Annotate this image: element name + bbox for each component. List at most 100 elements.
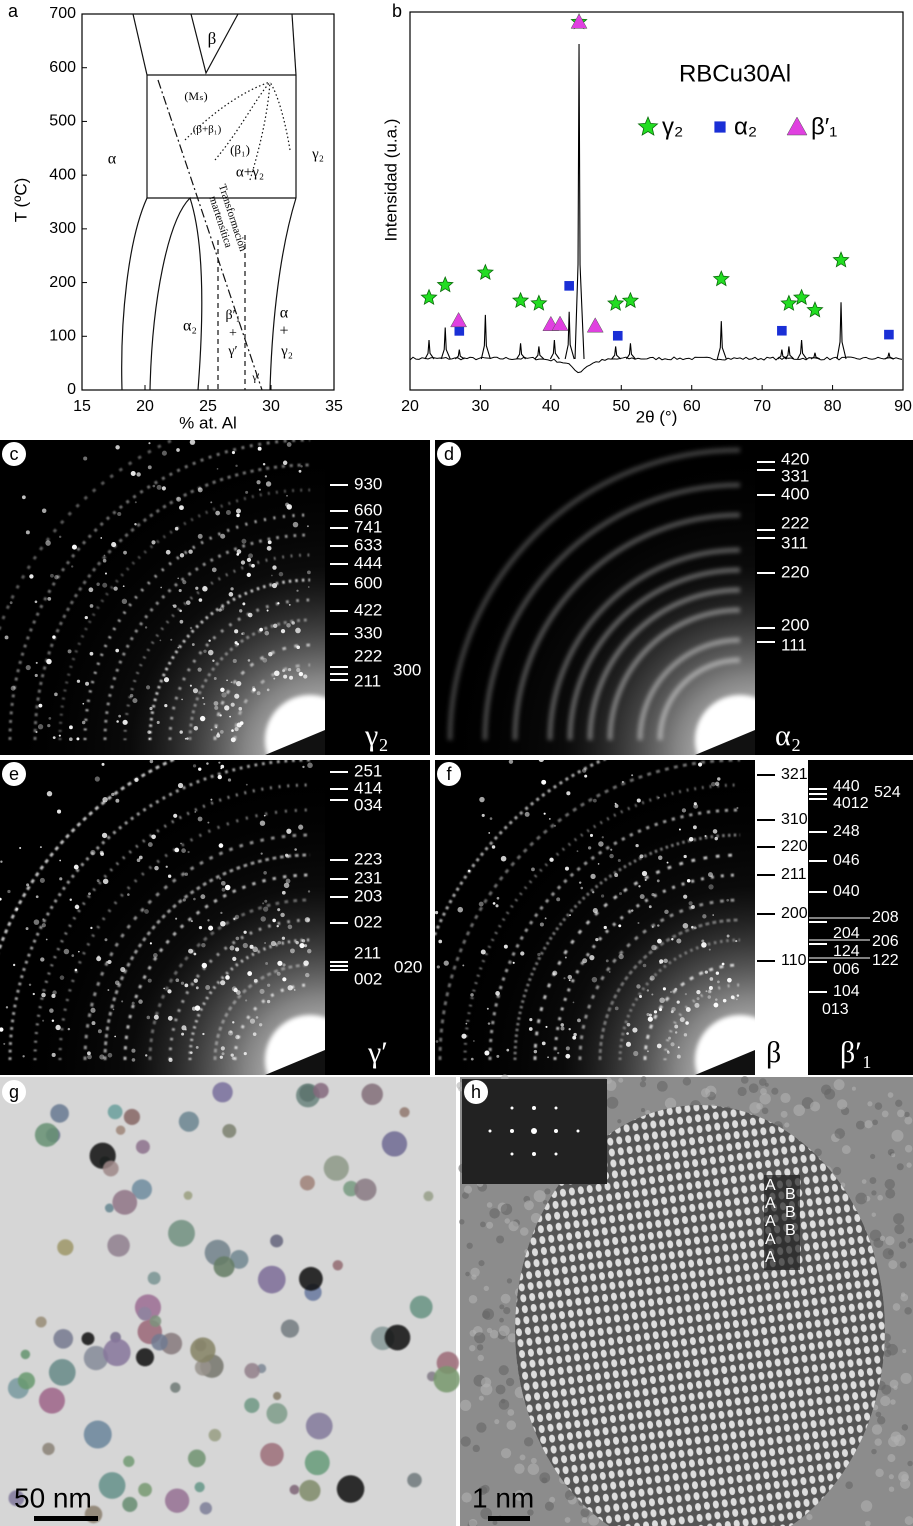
panel-label-bg (2, 1080, 26, 1104)
spot (298, 469, 302, 473)
noise (893, 1385, 898, 1390)
noise (867, 1101, 873, 1107)
precipitate (164, 1488, 190, 1513)
noise (469, 1344, 476, 1352)
spot (45, 938, 48, 941)
spot (97, 1029, 102, 1034)
spot (190, 920, 193, 923)
spot (220, 533, 226, 539)
spot (568, 1027, 571, 1031)
spot (692, 825, 697, 830)
spot (85, 681, 90, 686)
spot (231, 397, 233, 399)
scale-label: 1 nm (472, 1482, 534, 1513)
spot (173, 813, 178, 818)
precipitate (115, 1125, 126, 1135)
spot (25, 927, 29, 931)
index-label: 204 (833, 925, 860, 942)
spot (481, 813, 485, 817)
spot (524, 811, 530, 817)
spot (736, 806, 739, 809)
noise (507, 1409, 515, 1416)
noise (760, 1088, 767, 1095)
x-tick-label: 90 (894, 398, 912, 415)
spot (303, 960, 309, 966)
spot (233, 917, 236, 920)
spot (218, 761, 221, 764)
x-tick-label: 30 (472, 398, 490, 415)
spot (46, 791, 53, 797)
spot (704, 835, 707, 838)
spot (159, 397, 164, 402)
spot (131, 1058, 136, 1062)
noise (814, 1148, 822, 1157)
spot (197, 487, 203, 493)
spot (263, 906, 269, 912)
spot (670, 991, 672, 993)
diffraction-peak (884, 352, 895, 360)
spot (273, 677, 276, 680)
spot (603, 925, 607, 930)
spot (217, 732, 220, 735)
noise (758, 1078, 767, 1086)
diffraction-peak (454, 349, 465, 360)
spot (102, 878, 109, 885)
spot (648, 1013, 653, 1017)
diffraction-peak (534, 346, 545, 360)
spot (151, 540, 156, 545)
precipitate (151, 1333, 168, 1351)
spot (298, 412, 302, 416)
precipitate (168, 1219, 195, 1247)
x-tick-label: 80 (824, 398, 842, 415)
spot (539, 922, 544, 927)
spot (22, 1055, 25, 1058)
spot (211, 567, 217, 573)
noise (508, 1221, 519, 1232)
peak-marker (780, 294, 798, 311)
spot (55, 1024, 61, 1031)
noise (641, 1076, 647, 1082)
spot (683, 1033, 688, 1037)
spot (5, 1006, 9, 1009)
spot (503, 944, 508, 949)
spot (58, 535, 62, 539)
spot (179, 553, 185, 558)
noise (871, 1448, 877, 1455)
noise (897, 1109, 905, 1118)
precipitate (107, 1104, 123, 1120)
spot (181, 1032, 185, 1036)
peak-marker (884, 329, 894, 340)
spot (247, 659, 251, 662)
spot (489, 817, 493, 820)
spot (262, 462, 266, 466)
spot (180, 981, 185, 985)
peak-marker (436, 276, 454, 293)
spot (252, 688, 256, 692)
spot (263, 814, 266, 817)
spot (200, 894, 206, 900)
spot (213, 701, 219, 706)
noise (860, 1500, 873, 1512)
spot (212, 659, 215, 662)
index-label: 311 (781, 533, 808, 552)
spot (565, 1053, 571, 1059)
noise (460, 1436, 471, 1447)
spot (49, 1008, 54, 1013)
index-label: 741 (354, 517, 382, 536)
central-glow (435, 760, 755, 1075)
precipitate (407, 1472, 422, 1488)
spot (29, 574, 34, 579)
spot (131, 1001, 135, 1005)
spot (48, 717, 52, 720)
spot (533, 1049, 538, 1054)
spot (194, 1005, 201, 1011)
spot (639, 994, 643, 998)
spot (181, 698, 183, 701)
noise (606, 1096, 619, 1109)
noise (500, 1203, 513, 1216)
spot (614, 804, 619, 808)
precipitate (299, 1479, 321, 1502)
spot (203, 649, 207, 653)
spot (107, 989, 110, 991)
